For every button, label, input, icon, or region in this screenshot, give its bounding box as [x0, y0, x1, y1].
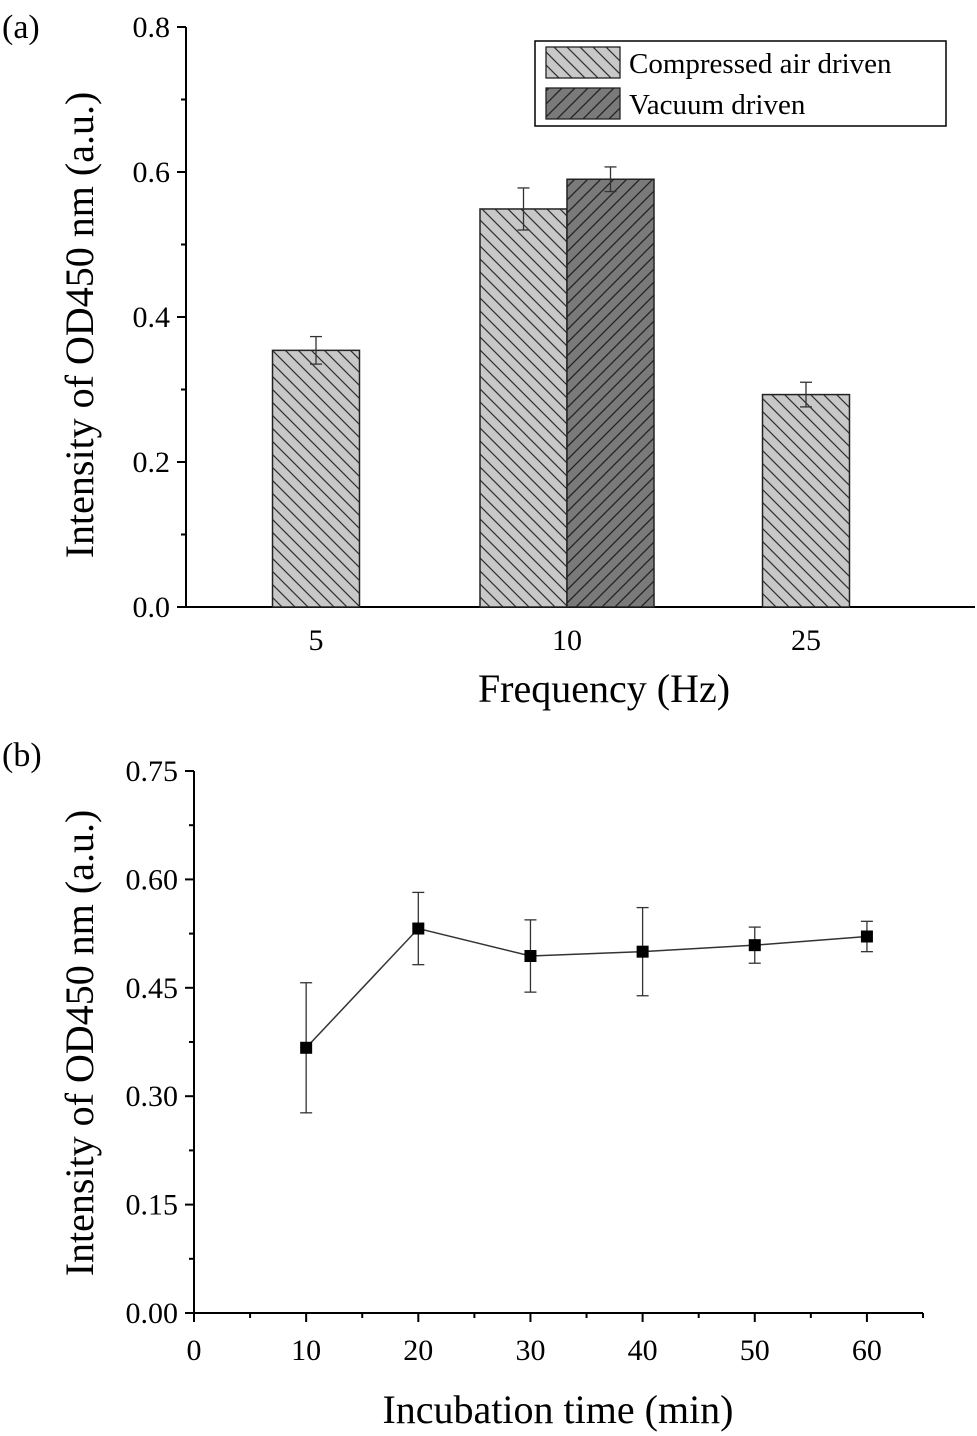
panel-b-data-point	[860, 930, 873, 943]
panel-b-y-tick-label: 0.45	[126, 972, 179, 1005]
panel-a-x-tick-label: 10	[552, 624, 582, 657]
panel-a-y-tick-label: 0.6	[133, 156, 171, 189]
panel-b-y-tick-label: 0.00	[126, 1297, 179, 1330]
panel-b-x-tick-label: 10	[291, 1334, 321, 1367]
panel-b-x-axis-title: Incubation time (min)	[382, 1387, 733, 1432]
panel-a-y-tick-label: 0.2	[133, 446, 171, 479]
panel-a-bar	[271, 349, 361, 608]
panel-b-y-tick-label: 0.30	[126, 1080, 179, 1113]
panel-b-y-axis-title: Intensity of OD450 nm (a.u.)	[57, 810, 102, 1277]
panel-b-data-point	[748, 939, 761, 952]
panel-b-data-point	[636, 945, 649, 958]
panel-a-bar	[761, 393, 851, 608]
panel-b-x-tick-label: 40	[628, 1334, 658, 1367]
panel-b-series	[300, 891, 873, 1114]
panel-a-x-tick-label: 5	[309, 624, 324, 657]
panel-b-data-point	[524, 950, 537, 963]
panel-a-y-tick-label: 0.4	[133, 301, 171, 334]
panel-a-legend-swatch	[545, 87, 621, 120]
panel-a-bar-chart: (a) 0.0 0.2 0.4 0.6 0.8 5 10 25 Compressed air …	[2, 9, 975, 711]
panel-a-y-axis-title: Intensity of OD450 nm (a.u.)	[57, 92, 102, 559]
panel-b-x-tick-label: 50	[740, 1334, 770, 1367]
panel-b-x-tick-label: 60	[852, 1334, 882, 1367]
panel-b-data-point	[300, 1041, 313, 1054]
panel-a-bars	[271, 166, 851, 608]
panel-a-legend-label: Vacuum driven	[629, 89, 806, 121]
panel-a-label: (a)	[2, 9, 40, 46]
panel-b-series-line	[305, 927, 867, 1049]
panel-a-x-axis-title: Frequency (Hz)	[478, 666, 730, 711]
panel-b-x-tick-label: 20	[403, 1334, 433, 1367]
panel-b-x-tick-label: 30	[515, 1334, 545, 1367]
panel-b-y-tick-label: 0.75	[126, 755, 179, 788]
panel-b-label: (b)	[2, 737, 42, 774]
panel-b-y-tick-label: 0.60	[126, 863, 179, 896]
panel-a-legend-swatch	[545, 46, 621, 79]
panel-a-legend-label: Compressed air driven	[629, 48, 892, 80]
panel-a-legend: Compressed air driven Vacuum driven	[534, 40, 947, 127]
panel-b-axes: 0.00 0.15 0.30 0.45 0.60 0.75 0 10 20 30 40 50 60	[126, 755, 924, 1367]
panel-a-x-tick-label: 25	[791, 624, 821, 657]
panel-b-line-chart: (b) 0.00 0.15 0.30 0.45 0.60 0.75 0 10 20 30 40 50 6…	[2, 737, 924, 1432]
panel-a-bar	[566, 178, 655, 608]
panel-a-bar	[479, 208, 568, 608]
panel-b-x-tick-label: 0	[187, 1334, 202, 1367]
panel-a-y-tick-label: 0.8	[133, 11, 171, 44]
panel-b-data-point	[412, 922, 425, 935]
panel-b-y-tick-label: 0.15	[126, 1189, 179, 1222]
panel-a-y-tick-label: 0.0	[133, 591, 171, 624]
